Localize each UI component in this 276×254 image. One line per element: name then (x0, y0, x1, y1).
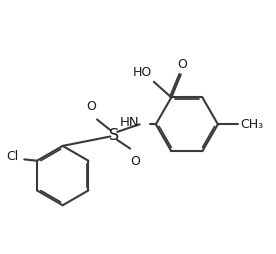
Text: CH₃: CH₃ (240, 118, 263, 131)
Text: O: O (87, 100, 97, 113)
Text: O: O (131, 155, 140, 168)
Text: S: S (109, 128, 119, 142)
Text: HO: HO (133, 66, 152, 79)
Text: O: O (177, 58, 187, 71)
Text: HN: HN (120, 116, 140, 130)
Text: Cl: Cl (6, 150, 18, 163)
